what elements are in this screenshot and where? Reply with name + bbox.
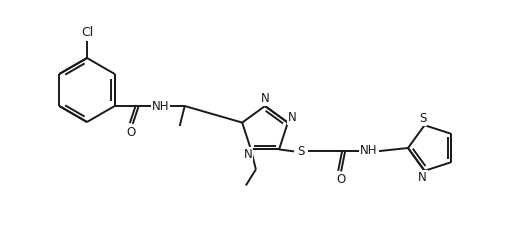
Text: N: N <box>418 171 427 184</box>
Text: S: S <box>297 145 305 158</box>
Text: N: N <box>261 93 269 105</box>
Text: Cl: Cl <box>81 27 93 39</box>
Text: NH: NH <box>360 144 378 157</box>
Text: O: O <box>336 173 346 186</box>
Text: O: O <box>126 125 135 138</box>
Text: N: N <box>244 148 252 161</box>
Text: S: S <box>419 112 426 125</box>
Text: NH: NH <box>152 99 169 113</box>
Text: N: N <box>287 111 296 124</box>
